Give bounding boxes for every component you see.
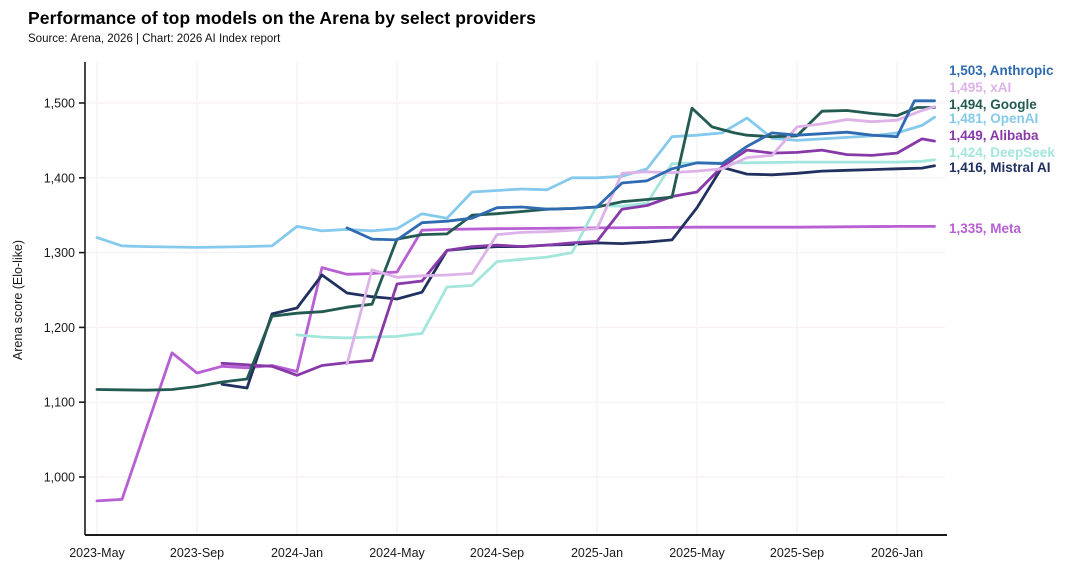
y-tick-label: 1,500 [44, 97, 75, 111]
x-tick-label: 2026-Jan [871, 546, 923, 560]
series-line-anthropic [345, 99, 936, 242]
y-tick-label: 1,000 [44, 471, 75, 485]
chart-subtitle: Source: Arena, 2026 | Chart: 2026 AI Ind… [28, 33, 281, 45]
series-line-openai [95, 115, 936, 249]
y-tick-label: 1,100 [44, 396, 75, 410]
x-tick-label: 2025-Jan [571, 546, 623, 560]
series-end-label-xai: 1,495, xAI [949, 80, 1011, 95]
x-tick-label: 2024-Sep [470, 546, 524, 560]
x-tick-label: 2023-May [69, 546, 125, 560]
series-end-label-alibaba: 1,449, Alibaba [949, 128, 1039, 143]
series-line-alibaba [220, 137, 936, 377]
series-end-label-meta: 1,335, Meta [949, 221, 1022, 236]
series-end-label-anthropic: 1,503, Anthropic [949, 63, 1054, 78]
series-end-label-mistral-ai: 1,416, Mistral AI [949, 160, 1051, 175]
series-end-label-google: 1,494, Google [949, 97, 1037, 112]
x-tick-label: 2025-May [669, 546, 725, 560]
series-end-label-deepseek: 1,424, DeepSeek [949, 145, 1055, 160]
y-axis-title: Arena score (Elo-like) [11, 240, 25, 360]
y-tick-label: 1,200 [44, 321, 75, 335]
chart-title: Performance of top models on the Arena b… [28, 8, 536, 28]
series-line-mistral-ai [220, 164, 936, 390]
series-line-xai [345, 105, 936, 366]
series-line-deepseek [295, 158, 936, 340]
x-tick-label: 2025-Sep [770, 546, 824, 560]
series-end-label-openai: 1,481, OpenAI [949, 111, 1038, 126]
y-tick-label: 1,300 [44, 246, 75, 260]
x-tick-label: 2024-Jan [271, 546, 323, 560]
x-tick-label: 2023-Sep [170, 546, 224, 560]
y-tick-label: 1,400 [44, 171, 75, 185]
x-tick-label: 2024-May [369, 546, 425, 560]
